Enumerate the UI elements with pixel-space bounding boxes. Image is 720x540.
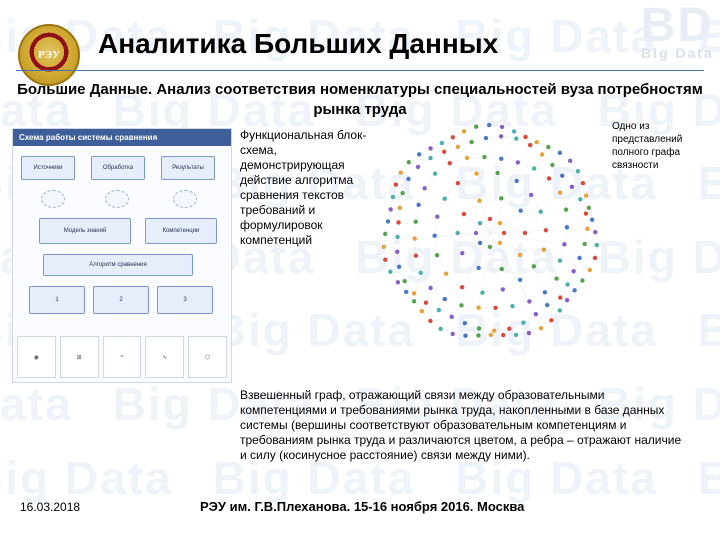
flowchart-description: Функциональная блок-схема, демонстрирующ…	[240, 128, 370, 248]
mini-panel: ◉	[17, 336, 56, 378]
flowchart-box	[105, 190, 129, 208]
flowchart-box	[173, 190, 197, 208]
graph-figure	[375, 118, 605, 348]
flowchart-box: Компетенции	[145, 218, 217, 244]
flowchart-figure: Схема работы системы сравнения Источники…	[12, 128, 232, 383]
graph-label: Одно из представлений полного графа связ…	[612, 120, 712, 172]
graph-description: Взвешенный граф, отражающий связи между …	[240, 388, 690, 463]
flowchart-box: Модель знаний	[39, 218, 131, 244]
flowchart-box: 1	[29, 286, 85, 314]
flowchart-box: Обработка	[91, 156, 145, 180]
mini-panel: ⊞	[60, 336, 99, 378]
corner-logo: BD Big Data	[641, 2, 714, 60]
flowchart-box: Результаты	[161, 156, 215, 180]
divider	[16, 70, 704, 71]
page-title: Аналитика Больших Данных	[98, 28, 498, 60]
flowchart-box: 2	[93, 286, 149, 314]
flowchart-mini-row: ◉⊞≈∿⬡	[17, 336, 227, 378]
flowchart-box: Источники	[21, 156, 75, 180]
mini-panel: ≈	[103, 336, 142, 378]
date-label: 16.03.2018	[20, 500, 80, 514]
corner-sub: Big Data	[641, 46, 714, 60]
footer-text: РЭУ им. Г.В.Плеханова. 15-16 ноября 2016…	[200, 499, 524, 514]
emblem-glyph: РЭУ	[38, 49, 60, 61]
subtitle: Большие Данные. Анализ соответствия номе…	[16, 80, 704, 119]
flowchart-header: Схема работы системы сравнения	[13, 129, 231, 146]
flowchart-box: Алгоритм сравнения	[43, 254, 193, 276]
flowchart-box: 3	[157, 286, 213, 314]
emblem-icon: РЭУ	[18, 24, 80, 86]
mini-panel: ⬡	[188, 336, 227, 378]
network-graph	[375, 118, 605, 348]
flowchart-box	[41, 190, 65, 208]
mini-panel: ∿	[145, 336, 184, 378]
